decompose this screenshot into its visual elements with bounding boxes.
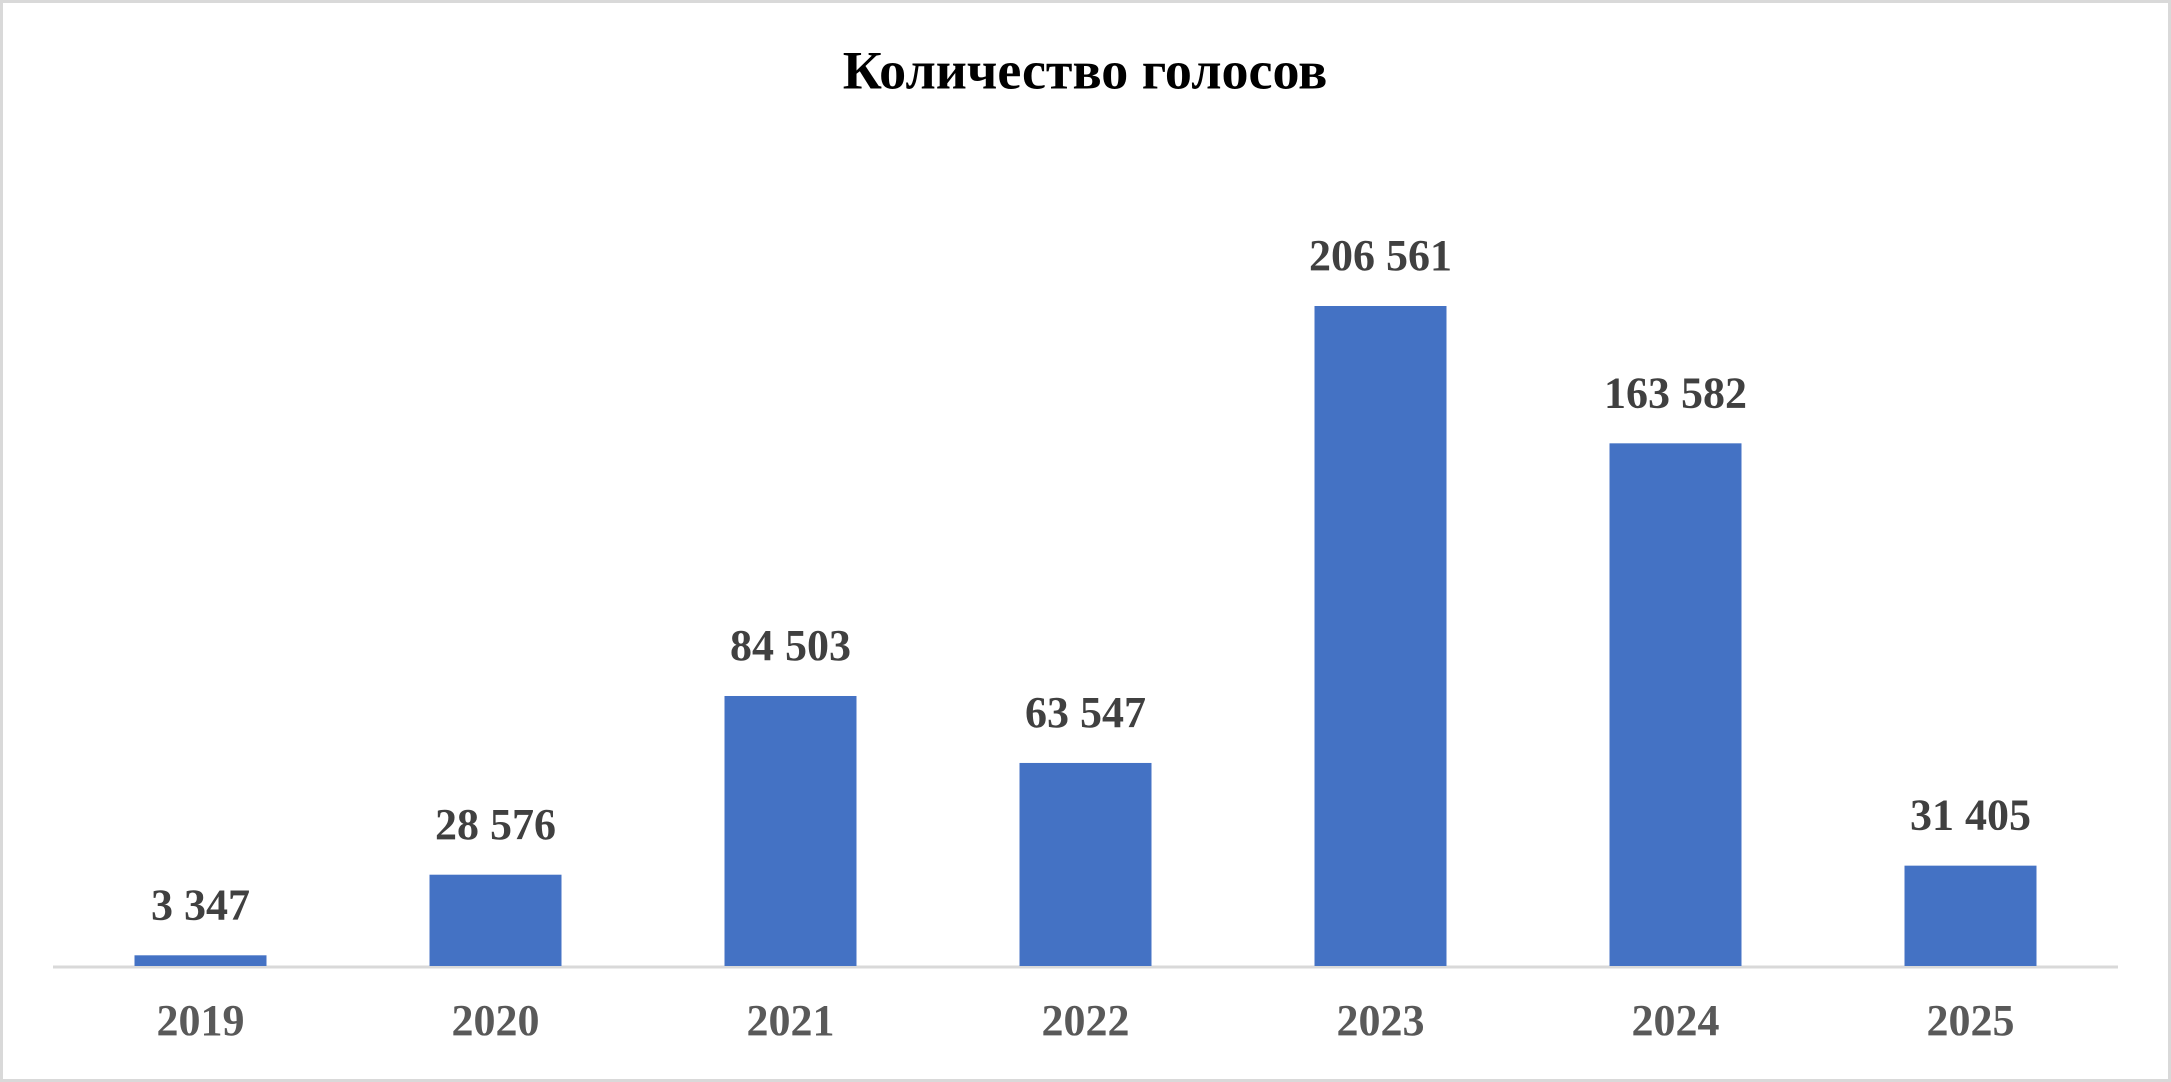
x-tick-label: 2024 [1632,996,1720,1045]
bar [1609,443,1742,966]
bar [429,874,562,966]
x-tick-label: 2023 [1337,996,1425,1045]
bar [134,955,267,966]
value-label: 31 405 [1910,791,2031,840]
bar [1904,865,2037,966]
value-label: 206 561 [1309,231,1452,280]
x-tick-label: 2019 [157,996,245,1045]
x-tick-label: 2020 [452,996,540,1045]
bar [1019,762,1152,966]
value-label: 63 547 [1025,688,1146,737]
value-label: 163 582 [1604,368,1747,417]
bar [1314,306,1447,966]
chart-title: Количество голосов [843,40,1328,100]
value-label: 3 347 [151,880,250,929]
x-tick-label: 2022 [1042,996,1130,1045]
bar [724,695,857,966]
x-tick-label: 2021 [747,996,835,1045]
value-label: 28 576 [435,800,556,849]
x-tick-label: 2025 [1927,996,2015,1045]
value-label: 84 503 [730,621,851,670]
